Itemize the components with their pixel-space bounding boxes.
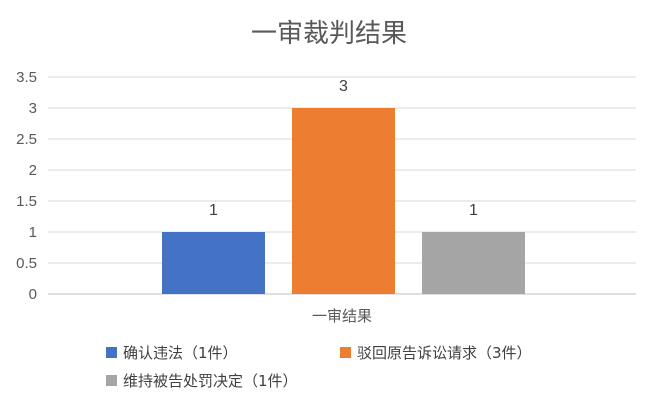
legend-swatch	[106, 347, 117, 358]
y-tick-label: 0.5	[16, 255, 37, 272]
y-tick-label: 2.5	[16, 131, 37, 148]
bar-2	[292, 108, 395, 294]
legend-label: 确认违法（1件）	[123, 344, 238, 362]
chart-title: 一审裁判结果	[251, 19, 407, 49]
legend-label: 驳回原告诉讼请求（3件）	[357, 344, 532, 362]
data-label: 1	[469, 202, 478, 219]
y-tick-label: 2	[29, 162, 37, 179]
legend: 确认违法（1件） 驳回原告诉讼请求（3件） 维持被告处罚决定（1件）	[106, 344, 532, 390]
bars	[162, 108, 525, 294]
data-label: 3	[339, 78, 348, 95]
data-label: 1	[209, 202, 218, 219]
bar-1	[162, 232, 265, 294]
data-labels: 1 3 1	[209, 78, 478, 219]
y-tick-label: 1	[29, 224, 37, 241]
x-category-label: 一审结果	[312, 307, 372, 325]
legend-swatch	[106, 375, 117, 386]
y-tick-label: 1.5	[16, 193, 37, 210]
y-tick-label: 3	[29, 100, 37, 117]
y-tick-label: 3.5	[16, 69, 37, 86]
bar-3	[422, 232, 525, 294]
legend-swatch	[340, 347, 351, 358]
legend-label: 维持被告处罚决定（1件）	[123, 372, 298, 390]
y-axis-ticks: 0 0.5 1 1.5 2 2.5 3 3.5	[16, 69, 37, 303]
y-tick-label: 0	[29, 286, 37, 303]
